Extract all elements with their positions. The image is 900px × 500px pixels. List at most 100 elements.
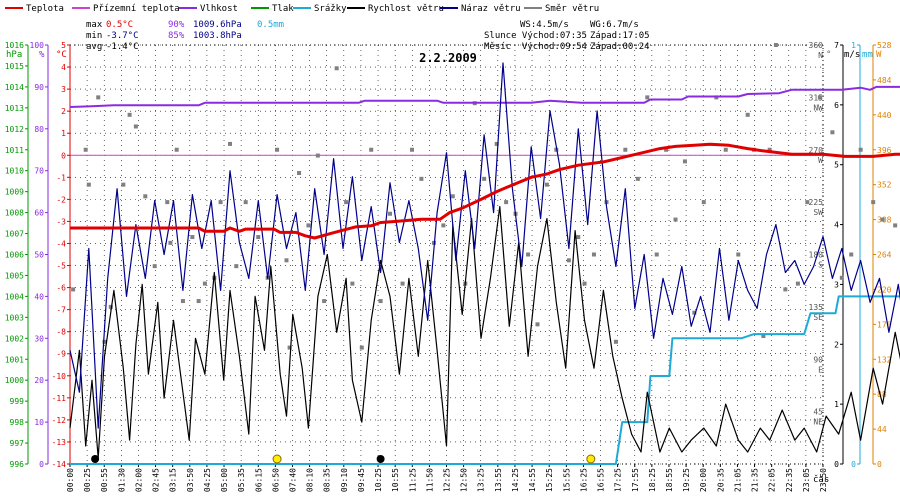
wind-direction-point: [535, 322, 540, 327]
series-rain-line: [70, 295, 900, 465]
stat-min-hum: 85%: [168, 31, 185, 41]
wind-direction-point: [108, 304, 113, 309]
mm-tick-label: 0: [851, 460, 856, 469]
wind-direction-point: [322, 299, 327, 304]
x-axis-label: čas: [813, 474, 829, 485]
wind-direction-point: [654, 252, 659, 257]
wind-direction-point: [830, 130, 835, 135]
x-tick-label: 18:55: [665, 468, 674, 492]
wind-direction-point: [143, 194, 148, 199]
temp-tick-label: -1: [56, 173, 66, 182]
x-tick-label: 10:55: [391, 468, 400, 492]
wind-direction-point: [849, 252, 854, 257]
info-wg: WG:6.7m/s: [590, 20, 639, 30]
wind-direction-point: [623, 147, 628, 152]
ms-tick-label: 5: [834, 161, 839, 170]
pct-tick-label: 60: [34, 209, 44, 218]
wind-direction-point: [202, 281, 207, 286]
temp-tick-label: -6: [56, 284, 66, 293]
temp-tick-label: -10: [52, 372, 67, 381]
hpa-tick-label: 1012: [5, 125, 24, 134]
temp-tick-label: -3: [56, 217, 66, 226]
temp-axis-title: °C: [56, 50, 67, 60]
wind-direction-point: [591, 252, 596, 257]
wind-direction-point: [494, 141, 499, 146]
dir-tick-label: 270: [809, 146, 824, 155]
pct-tick-label: 20: [34, 376, 44, 385]
wind-direction-point: [692, 310, 697, 315]
wind-direction-point: [400, 281, 405, 286]
series-wind-gust-line: [69, 62, 900, 429]
stat-avg-label: avg: [86, 42, 102, 52]
dir-cardinal-label: N: [818, 51, 823, 60]
x-tick-label: 21:05: [733, 468, 742, 492]
hpa-tick-label: 1000: [5, 376, 24, 385]
x-tick-label: 14:25: [511, 468, 520, 492]
x-tick-label: 00:00: [66, 468, 75, 492]
wind-direction-point: [218, 200, 223, 205]
wind-direction-point: [526, 252, 531, 257]
wind-direction-point: [180, 299, 185, 304]
ms-tick-label: 1: [834, 400, 839, 409]
wind-direction-point: [773, 43, 778, 47]
temp-tick-label: -9: [56, 350, 66, 359]
w-tick-label: 484: [877, 76, 892, 85]
wind-direction-point: [635, 176, 640, 181]
hpa-tick-label: 997: [10, 439, 25, 448]
dir-cardinal-label: SE: [813, 313, 823, 322]
hpa-tick-label: 1005: [5, 271, 24, 280]
wind-direction-point: [880, 217, 885, 222]
legend-label-6: Rychlost větru: [368, 4, 444, 14]
wind-direction-point: [275, 147, 280, 152]
wind-direction-point: [369, 147, 374, 152]
moonrise-marker: [376, 455, 385, 463]
x-tick-label: 02:00: [134, 468, 143, 492]
pct-axis-title: %: [39, 50, 45, 60]
x-tick-label: 18:25: [648, 468, 657, 492]
dir-cardinal-label: NE: [813, 418, 823, 427]
hpa-tick-label: 1013: [5, 104, 24, 113]
series-layer: [69, 43, 900, 465]
ms-tick-label: 2: [834, 340, 839, 349]
w-tick-label: 88: [877, 390, 887, 399]
wind-direction-point: [645, 95, 650, 100]
w-tick-label: 176: [877, 320, 892, 329]
hpa-tick-label: 1008: [5, 209, 24, 218]
x-tick-label: 01:30: [117, 468, 126, 492]
dir-tick-label: 360: [809, 41, 824, 50]
temp-tick-label: -7: [56, 306, 66, 315]
legend-label-3: Vlhkost: [200, 4, 238, 14]
x-tick-label: 13:25: [477, 468, 486, 492]
wind-direction-point: [723, 147, 728, 152]
hpa-tick-label: 996: [10, 460, 25, 469]
wind-direction-point: [243, 200, 248, 205]
stat-min-temp: -3.7°C: [106, 31, 139, 41]
x-tick-label: 09:45: [357, 468, 366, 492]
dir-tick-label: 180: [809, 251, 824, 260]
wind-direction-point: [795, 281, 800, 286]
wind-direction-point: [817, 95, 822, 100]
stat-max-temp: 0.5°C: [106, 20, 133, 30]
x-tick-label: 06:15: [254, 468, 263, 492]
wind-direction-point: [682, 159, 687, 164]
info-sun-rise: Slunce Východ:07:35: [484, 31, 587, 41]
stat-min-press: 1003.8hPa: [193, 31, 242, 41]
x-tick-label: 15:55: [562, 468, 571, 492]
dir-tick-label: 225: [809, 198, 824, 207]
w-tick-label: 220: [877, 285, 892, 294]
temp-tick-label: -8: [56, 328, 66, 337]
wind-direction-point: [284, 258, 289, 263]
temp-tick-label: 1: [61, 129, 66, 138]
wind-direction-point: [858, 147, 863, 152]
w-axis-title: W: [876, 50, 882, 60]
wind-direction-point: [133, 124, 138, 129]
stat-max-press: 1009.6hPa: [193, 20, 242, 30]
pct-tick-label: 80: [34, 125, 44, 134]
w-tick-label: 528: [877, 41, 892, 50]
temp-tick-label: -14: [52, 460, 67, 469]
wind-direction-point: [359, 345, 364, 350]
x-tick-label: 03:50: [186, 468, 195, 492]
wind-direction-point: [234, 264, 239, 269]
series-wind-speed-line: [69, 206, 900, 459]
